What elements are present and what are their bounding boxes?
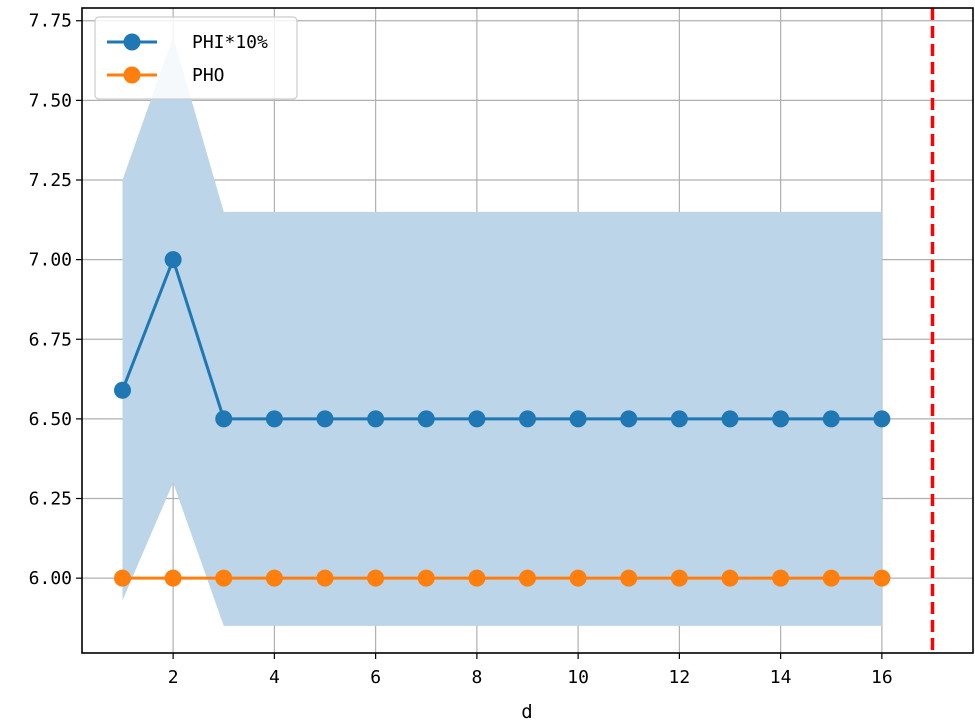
x-tick-label: 2 <box>168 667 179 688</box>
data-point <box>721 410 739 428</box>
legend-marker <box>123 33 141 51</box>
legend: PHI*10% PHO <box>94 16 298 100</box>
y-tick-label: 7.25 <box>29 170 72 191</box>
y-axis-ticks: 6.00 6.25 6.50 6.75 7.00 7.25 7.50 7.75 <box>29 11 82 589</box>
data-point <box>822 410 840 428</box>
data-point <box>873 569 891 587</box>
x-tick-label: 10 <box>567 667 589 688</box>
y-tick-label: 6.25 <box>29 489 72 510</box>
series-lines <box>121 255 882 580</box>
data-point <box>114 569 131 587</box>
legend-label: PHO <box>192 65 225 86</box>
data-point <box>316 410 334 428</box>
data-point <box>620 410 638 428</box>
data-point <box>468 410 486 428</box>
data-point <box>215 410 233 428</box>
x-tick-label: 14 <box>770 667 792 688</box>
legend-label: PHI*10% <box>192 32 268 53</box>
data-point <box>114 381 131 399</box>
x-tick-label: 4 <box>269 667 280 688</box>
data-point <box>417 569 435 587</box>
confidence-bands <box>122 36 882 626</box>
data-point <box>468 569 486 587</box>
data-point <box>164 569 182 587</box>
data-point <box>772 410 790 428</box>
data-point <box>215 569 233 587</box>
data-point <box>822 569 840 587</box>
y-tick-label: 7.00 <box>29 250 72 271</box>
y-tick-label: 6.00 <box>29 568 72 589</box>
y-tick-label: 6.50 <box>29 409 72 430</box>
data-point <box>569 410 587 428</box>
legend-box <box>94 16 298 100</box>
data-point <box>367 410 385 428</box>
data-point <box>721 569 739 587</box>
data-point <box>316 569 334 587</box>
data-point <box>367 569 385 587</box>
y-tick-label: 7.75 <box>29 11 72 32</box>
data-point <box>519 410 536 428</box>
data-point <box>670 410 688 428</box>
series-markers <box>114 251 891 587</box>
x-axis-label: d <box>521 701 532 723</box>
x-tick-label: 8 <box>471 667 482 688</box>
y-tick-label: 7.50 <box>29 90 72 111</box>
data-point <box>265 569 283 587</box>
x-tick-label: 6 <box>370 667 381 688</box>
data-point <box>417 410 435 428</box>
x-axis-ticks: 2 4 6 8 10 12 14 16 <box>168 653 893 688</box>
data-point <box>164 251 182 269</box>
legend-marker <box>123 66 141 84</box>
confidence-band <box>122 36 882 626</box>
data-point <box>670 569 688 587</box>
x-tick-label: 12 <box>669 667 691 688</box>
data-point <box>873 410 891 428</box>
data-point <box>569 569 587 587</box>
plot-frame <box>81 7 974 654</box>
data-point <box>265 410 283 428</box>
data-point <box>772 569 790 587</box>
data-point <box>519 569 536 587</box>
data-point <box>620 569 638 587</box>
x-tick-label: 16 <box>871 667 893 688</box>
series-line <box>121 255 882 421</box>
y-tick-label: 6.75 <box>29 329 72 350</box>
